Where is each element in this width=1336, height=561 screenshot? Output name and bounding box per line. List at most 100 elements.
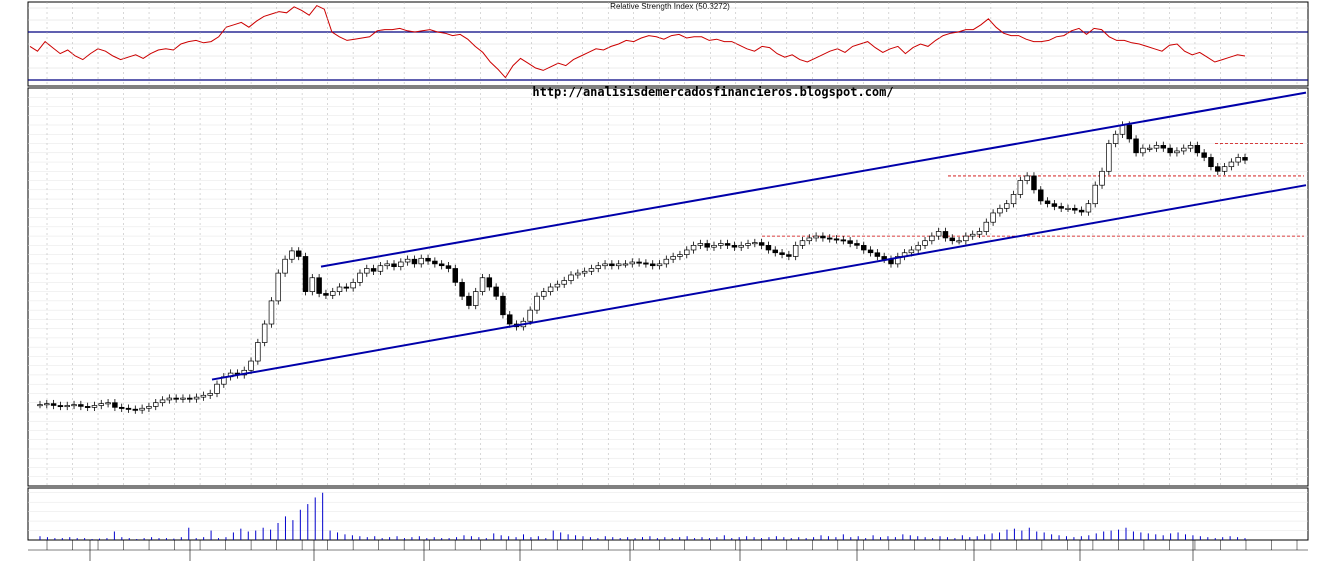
rsi-line xyxy=(29,4,1246,79)
candle xyxy=(813,235,819,239)
candle xyxy=(139,407,145,411)
candle xyxy=(64,405,70,408)
candle xyxy=(316,277,322,294)
candle xyxy=(956,240,962,243)
candle xyxy=(745,243,751,246)
candle xyxy=(847,240,853,244)
candle xyxy=(1187,145,1194,149)
candle xyxy=(207,393,213,396)
candle xyxy=(833,238,840,241)
candle xyxy=(629,261,636,265)
candle xyxy=(643,262,649,265)
candle xyxy=(57,405,64,408)
candle xyxy=(452,268,459,283)
candle xyxy=(826,237,833,240)
candle xyxy=(1215,166,1221,172)
candle xyxy=(949,237,955,242)
candle xyxy=(704,243,710,248)
x-axis xyxy=(28,540,1308,561)
candle xyxy=(786,254,792,257)
candle xyxy=(193,396,200,400)
channel-upper-line xyxy=(320,91,1307,268)
candle xyxy=(935,231,942,237)
candle xyxy=(554,283,561,288)
candle xyxy=(792,244,799,257)
candle xyxy=(282,258,288,274)
price-frame xyxy=(27,87,1309,487)
candle xyxy=(493,286,499,297)
candle xyxy=(1133,138,1139,154)
candle xyxy=(1153,145,1160,149)
candle xyxy=(799,240,806,246)
candle xyxy=(438,263,445,267)
source-url: http://analisisdemercadosfinancieros.blo… xyxy=(532,85,893,99)
candle xyxy=(125,407,132,410)
candle xyxy=(418,257,424,265)
candle xyxy=(895,256,901,265)
candle xyxy=(1208,157,1214,168)
candle xyxy=(1044,200,1051,205)
candle xyxy=(561,280,567,285)
candle xyxy=(670,256,676,260)
candle xyxy=(547,286,554,292)
candle xyxy=(602,263,608,267)
candle xyxy=(261,323,268,343)
candle xyxy=(1072,207,1078,211)
candle xyxy=(779,252,785,255)
candle xyxy=(684,249,690,255)
candle xyxy=(881,256,887,260)
candle xyxy=(411,258,418,265)
candle xyxy=(1160,145,1167,149)
candle xyxy=(867,249,874,254)
candle xyxy=(1078,209,1085,213)
candle xyxy=(765,244,772,251)
candle xyxy=(690,244,697,251)
candle xyxy=(466,295,472,306)
candle xyxy=(1065,207,1071,210)
candle xyxy=(44,403,50,406)
candle xyxy=(609,263,615,267)
candle xyxy=(854,243,860,246)
candle xyxy=(159,399,166,404)
candle xyxy=(1146,147,1153,150)
candle xyxy=(806,237,813,242)
candle xyxy=(357,272,363,283)
candle xyxy=(929,235,935,242)
candle xyxy=(275,272,282,302)
candle xyxy=(1221,166,1228,172)
candle xyxy=(541,291,547,297)
candle xyxy=(1126,124,1132,140)
candle xyxy=(718,243,724,246)
candle xyxy=(1106,143,1112,172)
candle xyxy=(98,403,105,406)
candle xyxy=(527,309,533,322)
candle xyxy=(861,244,867,251)
candle xyxy=(350,282,356,289)
candle xyxy=(1085,203,1092,213)
candle xyxy=(1180,147,1187,152)
candle xyxy=(976,231,983,235)
candle xyxy=(37,404,43,407)
candle xyxy=(1112,133,1119,144)
candle xyxy=(486,277,493,288)
candle xyxy=(697,243,704,246)
volume-panel xyxy=(27,487,1309,541)
candle xyxy=(105,402,111,405)
candle xyxy=(500,295,506,316)
candle xyxy=(581,270,588,274)
candle xyxy=(983,221,990,232)
candle xyxy=(255,342,261,362)
channel-lower-line xyxy=(211,184,1307,381)
candle xyxy=(50,403,57,406)
candle xyxy=(166,397,173,401)
candle xyxy=(575,272,581,276)
candle xyxy=(445,265,452,269)
candle xyxy=(595,265,601,269)
candle xyxy=(731,244,738,248)
volume-frame xyxy=(27,487,1309,541)
candle xyxy=(479,277,486,292)
candle xyxy=(1194,145,1201,154)
candle xyxy=(1235,157,1241,163)
candle xyxy=(295,250,302,257)
candle xyxy=(214,383,220,394)
